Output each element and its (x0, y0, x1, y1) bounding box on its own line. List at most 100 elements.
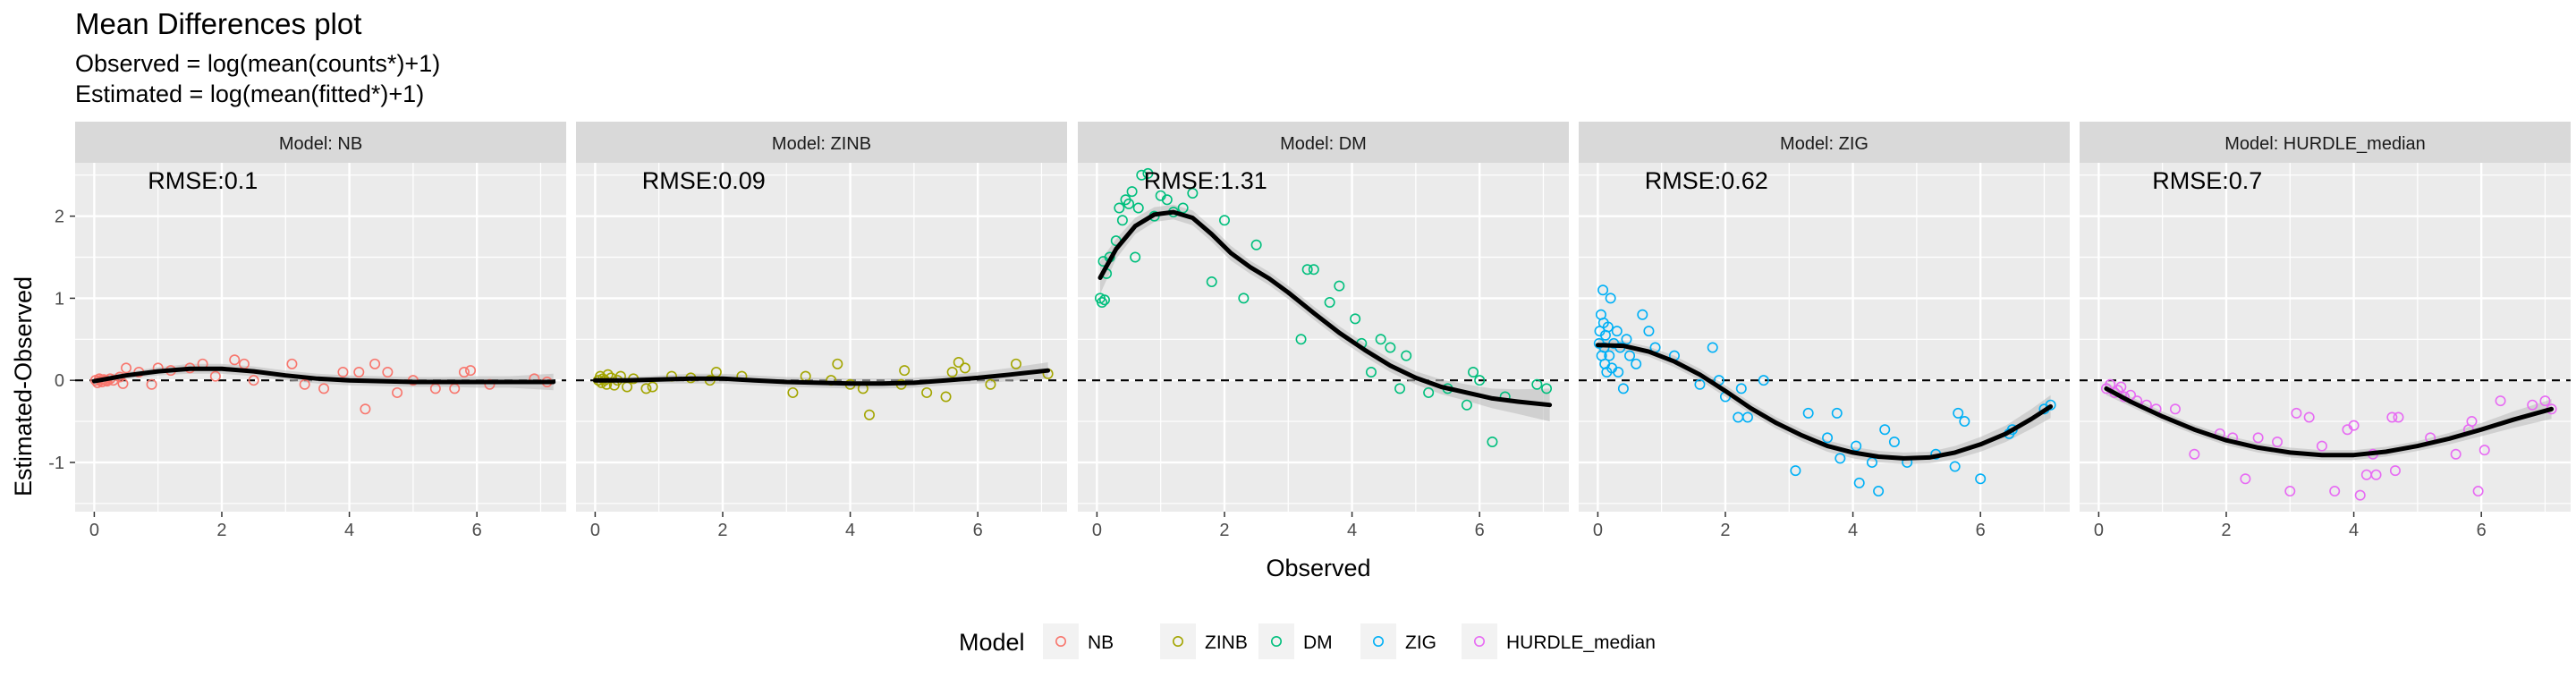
data-point (1613, 366, 1624, 377)
data-point (458, 366, 470, 377)
data-point (1959, 416, 1970, 428)
data-point (1461, 399, 1472, 411)
data-point (921, 386, 933, 398)
data-point (1350, 313, 1361, 325)
data-point (2240, 473, 2251, 485)
x-tick-label: 4 (2349, 521, 2359, 540)
data-point (2252, 432, 2264, 444)
data-point (2303, 411, 2315, 423)
y-tick-label: 1 (55, 289, 64, 309)
y-axis-label: Estimated-Observed (10, 276, 37, 496)
data-point (2472, 486, 2484, 497)
data-point (1010, 358, 1021, 369)
rmse-label: RMSE:0.7 (2152, 167, 2262, 194)
data-point (1835, 453, 1846, 464)
data-point (640, 383, 652, 394)
legend-item-label: ZIG (1405, 632, 1436, 653)
facet-nb: Model: NB RMSE:0.1 0 2 4 6 (75, 122, 566, 540)
data-point (2386, 411, 2398, 423)
data-point (1394, 383, 1406, 394)
data-point (1123, 198, 1135, 209)
data-point (1098, 294, 1110, 306)
rmse-label: RMSE:0.09 (642, 167, 766, 194)
data-point (1879, 424, 1891, 436)
data-point (2291, 407, 2302, 419)
data-point (117, 377, 129, 389)
data-point (1206, 276, 1217, 288)
panel-background (576, 163, 1067, 512)
x-tick-label: 6 (2477, 521, 2487, 540)
data-point (1401, 350, 1412, 361)
data-point (360, 403, 371, 415)
data-point (1114, 202, 1125, 214)
legend-item-hurdle-median: HURDLE_median (1462, 623, 1656, 659)
data-point (2115, 381, 2127, 393)
data-point (1643, 326, 1655, 337)
data-point (121, 362, 132, 374)
facet-hurdle-median: Model: HURDLE_median RMSE:0.7 0 2 4 6 (2080, 122, 2571, 540)
data-point (1888, 436, 1900, 447)
data-point (1187, 187, 1199, 199)
legend-key-symbol (1271, 635, 1283, 647)
data-point (353, 366, 365, 377)
data-point (1605, 293, 1616, 304)
data-point (1097, 296, 1108, 308)
legend-key (1258, 623, 1294, 659)
rmse-label: RMSE:0.62 (1645, 167, 1768, 194)
data-point (2045, 399, 2056, 411)
legend-item-label: HURDLE_median (1506, 632, 1656, 653)
x-tick-label: 6 (472, 521, 482, 540)
x-tick-label: 6 (973, 521, 983, 540)
facet-strip-label: Model: ZINB (772, 134, 871, 154)
data-point (337, 366, 349, 377)
x-tick-label: 0 (1092, 521, 1102, 540)
data-point (2316, 440, 2327, 452)
data-point (2272, 436, 2284, 447)
data-point (1324, 296, 1335, 308)
smooth-line (1595, 343, 2054, 461)
data-point (392, 386, 403, 398)
facet-strip-label: Model: NB (279, 134, 362, 154)
y-tick-label: -1 (48, 454, 64, 473)
data-point (946, 366, 958, 377)
data-point (1802, 407, 1814, 419)
data-point (1637, 309, 1648, 320)
data-point (1873, 486, 1885, 497)
rmse-label: RMSE:0.1 (148, 167, 258, 194)
legend-key-symbol (1173, 635, 1184, 647)
data-point (1308, 264, 1319, 276)
legend-key-symbol (1474, 635, 1486, 647)
data-point (1487, 436, 1498, 447)
data-point (2527, 399, 2538, 411)
data-point (2169, 403, 2181, 415)
data-point (1130, 251, 1141, 263)
data-point (1301, 264, 1313, 276)
x-tick-label: 0 (590, 521, 600, 540)
x-tick-label: 4 (845, 521, 855, 540)
plot-title: Mean Differences plot (75, 7, 362, 40)
data-point (1423, 386, 1435, 398)
data-point (369, 358, 381, 369)
plot-subtitle-estimated: Estimated = log(mean(fitted*)+1) (75, 81, 425, 107)
legend-item-label: DM (1303, 632, 1333, 653)
x-tick-label: 2 (1219, 521, 1229, 540)
legend-item-dm: DM (1258, 623, 1333, 659)
data-point (1621, 334, 1632, 345)
data-point (2284, 486, 2296, 497)
data-point (318, 383, 330, 394)
data-point (1116, 215, 1128, 226)
legend-item-label: NB (1088, 632, 1114, 653)
data-point (832, 358, 843, 369)
legend-key (1160, 623, 1196, 659)
x-tick-label: 2 (717, 521, 727, 540)
data-point (2329, 486, 2341, 497)
data-point (209, 370, 221, 382)
data-point (2450, 448, 2462, 460)
data-point (1624, 350, 1636, 361)
data-point (1604, 350, 1615, 361)
legend-item-label: ZINB (1205, 632, 1248, 653)
data-point (1790, 465, 1801, 477)
x-tick-label: 4 (344, 521, 354, 540)
facet-dm: Model: DM RMSE:1.31 0 2 4 6 (1078, 122, 1569, 540)
